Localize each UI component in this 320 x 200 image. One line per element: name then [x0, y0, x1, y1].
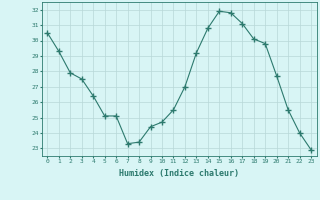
X-axis label: Humidex (Indice chaleur): Humidex (Indice chaleur)	[119, 169, 239, 178]
